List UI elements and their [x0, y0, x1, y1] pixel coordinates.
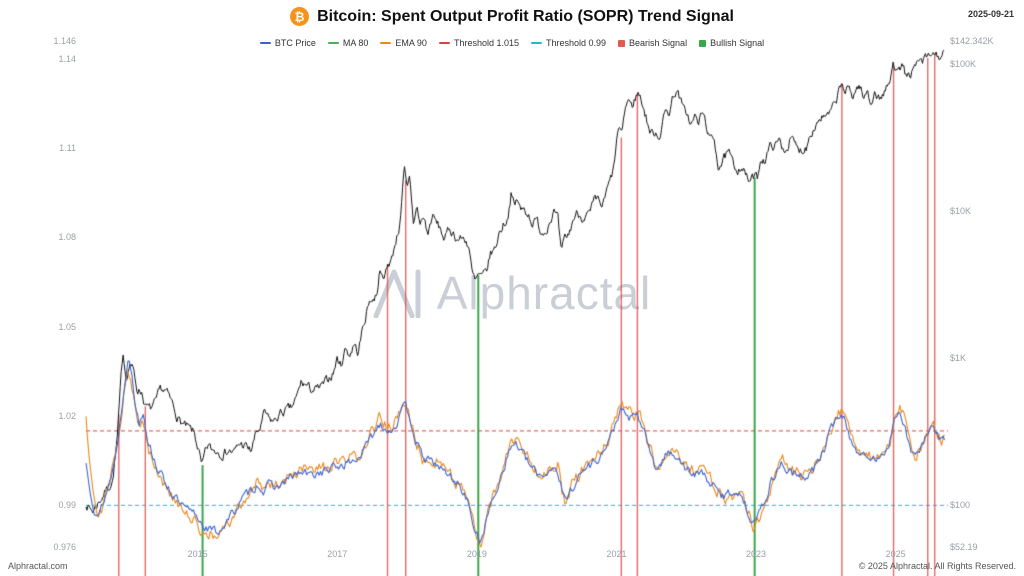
legend-label: Bearish Signal: [629, 38, 688, 48]
legend-item-btc-price[interactable]: BTC Price: [259, 38, 316, 48]
legend-marker-icon: [618, 39, 626, 47]
legend-marker-icon: [438, 42, 450, 44]
legend-item-threshold-1-015[interactable]: Threshold 1.015: [438, 38, 519, 48]
legend-label: Threshold 1.015: [453, 38, 519, 48]
legend-marker-icon: [259, 42, 271, 44]
legend-label: Bullish Signal: [710, 38, 765, 48]
legend-item-bearish-signal[interactable]: Bearish Signal: [618, 38, 687, 48]
legend-item-threshold-0-99[interactable]: Threshold 0.99: [530, 38, 607, 48]
legend-marker-icon: [327, 42, 339, 44]
bitcoin-icon: ₿: [290, 7, 310, 26]
chart-legend: BTC Price MA 80 EMA 90 Threshold 1.015 Thres…: [0, 38, 1024, 48]
legend-marker-icon: [530, 42, 542, 44]
legend-item-bullish-signal[interactable]: Bullish Signal: [699, 38, 764, 48]
legend-label: BTC Price: [274, 38, 316, 48]
legend-label: MA 80: [342, 38, 369, 48]
legend-item-ema-90[interactable]: EMA 90: [380, 38, 427, 48]
legend-item-ma-80[interactable]: MA 80: [327, 38, 369, 48]
report-date: 2025-09-21: [967, 9, 1014, 19]
footer-site-link[interactable]: Alphractal.com: [8, 561, 68, 571]
footer-copyright: © 2025 Alphractal. All Rights Reserved.: [858, 561, 1016, 571]
legend-label: EMA 90: [395, 38, 427, 48]
legend-label: Threshold 0.99: [545, 38, 607, 48]
legend-marker-icon: [699, 39, 707, 47]
legend-marker-icon: [380, 42, 392, 44]
header: ₿ Bitcoin: Spent Output Profit Ratio (SO…: [0, 7, 1024, 26]
chart-title: Bitcoin: Spent Output Profit Ratio (SOPR…: [317, 7, 734, 25]
